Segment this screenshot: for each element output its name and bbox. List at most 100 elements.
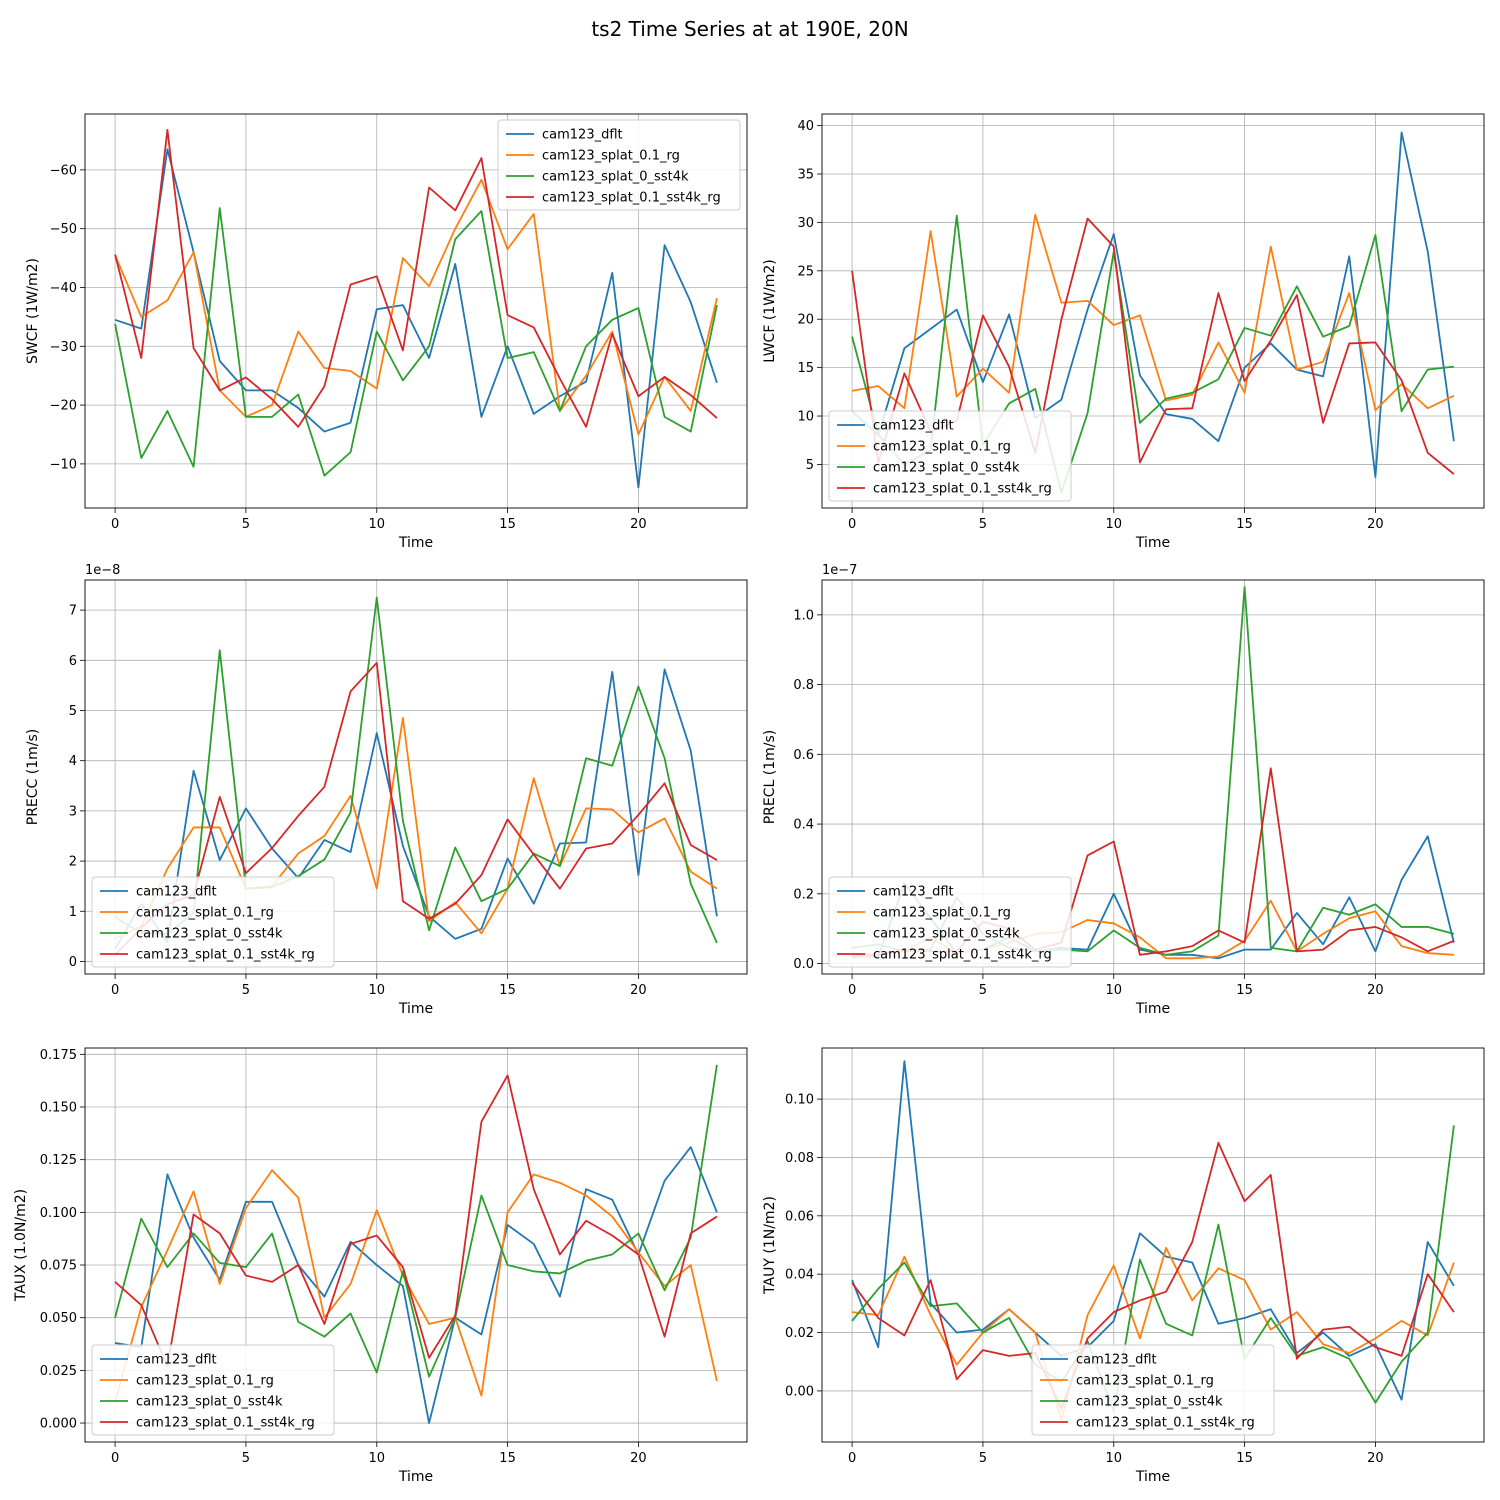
x-tick-label: 10 — [1105, 517, 1122, 532]
y-tick-label: 0.050 — [40, 1311, 77, 1326]
x-tick-label: 20 — [1367, 1451, 1384, 1466]
series-line-cam123-splat-0-1-rg — [114, 1169, 718, 1403]
legend-label-cam123-dflt: cam123_dflt — [136, 1353, 217, 1368]
y-tick-label: 1 — [69, 905, 77, 920]
series-line-cam123-splat-0-1-sst4k-rg — [114, 661, 718, 956]
subplot-precc: 0 5 10 15 20 0 1 2 3 4 5 6 7 1e−8 Time PRECC (1m/s) cam1… — [25, 563, 748, 1017]
legend-label-cam123-splat-0-sst4k: cam123_splat_0_sst4k — [136, 927, 283, 942]
legend-box — [1031, 1344, 1275, 1436]
subplot-swcf: 0 5 10 15 20 −60 −50 −40 −30 −20 −10 Time SWCF (1W/m… — [25, 113, 748, 551]
x-tick-label: 15 — [1236, 983, 1253, 998]
x-tick-label: 10 — [368, 983, 385, 998]
series-line-cam123-dflt — [114, 1146, 718, 1424]
x-tick-label: 0 — [848, 1451, 856, 1466]
legend-label-cam123-splat-0-1-sst4k-rg: cam123_splat_0.1_sst4k_rg — [1076, 1416, 1255, 1431]
x-tick-label: 0 — [111, 983, 119, 998]
y-offset-text: 1e−8 — [85, 563, 120, 578]
legend-label-cam123-splat-0-1-rg: cam123_splat_0.1_rg — [873, 440, 1011, 455]
x-tick-label: 20 — [1367, 983, 1384, 998]
axes-frame — [821, 113, 1485, 509]
legend-label-cam123-splat-0-1-rg: cam123_splat_0.1_rg — [136, 1374, 274, 1389]
x-axis-label: Time — [1135, 1469, 1170, 1485]
x-axis-label: Time — [398, 535, 433, 551]
x-tick-label: 15 — [1236, 517, 1253, 532]
y-tick-label: 0.8 — [793, 678, 814, 693]
subplot-taux: 0 5 10 15 20 0.000 0.025 0.050 0.075 0.100 0.125 0.… — [13, 1047, 748, 1485]
y-tick-label: 2 — [69, 855, 77, 870]
series-line-cam123-splat-0-sst4k — [114, 1064, 718, 1378]
legend-label-cam123-splat-0-1-rg: cam123_splat_0.1_rg — [542, 149, 680, 164]
legend: cam123_dflt cam123_splat_0.1_rg cam123_spl… — [828, 410, 1072, 502]
legend-box — [497, 119, 741, 211]
y-tick-label: 0.08 — [785, 1151, 814, 1166]
series-line-cam123-dflt — [851, 131, 1455, 478]
x-tick-label: 10 — [368, 517, 385, 532]
legend-label-cam123-splat-0-1-sst4k-rg: cam123_splat_0.1_sst4k_rg — [873, 948, 1052, 963]
legend-label-cam123-splat-0-1-rg: cam123_splat_0.1_rg — [136, 906, 274, 921]
x-tick-label: 10 — [368, 1451, 385, 1466]
x-axis-label: Time — [398, 1469, 433, 1485]
series-line-cam123-splat-0-sst4k — [851, 214, 1455, 494]
legend-box — [91, 876, 335, 968]
x-tick-label: 20 — [1367, 517, 1384, 532]
subplot-lwcf: 0 5 10 15 20 5 10 15 20 25 30 35 40 Time LWCF (1W/m2) c… — [762, 113, 1485, 551]
y-tick-label: 0.6 — [793, 748, 814, 763]
y-tick-label: 10 — [797, 410, 814, 425]
x-tick-label: 20 — [630, 517, 647, 532]
legend-label-cam123-splat-0-sst4k: cam123_splat_0_sst4k — [1076, 1395, 1223, 1410]
y-tick-label: 0.025 — [40, 1364, 77, 1379]
series-line-cam123-dflt — [114, 148, 718, 489]
legend-label-cam123-splat-0-1-rg: cam123_splat_0.1_rg — [1076, 1374, 1214, 1389]
y-tick-label: −60 — [50, 163, 77, 178]
y-tick-label: 30 — [797, 216, 814, 231]
y-tick-label: 0.02 — [785, 1326, 814, 1341]
series-line-cam123-splat-0-sst4k — [114, 596, 718, 944]
y-tick-label: 0.075 — [40, 1259, 77, 1274]
x-tick-label: 15 — [499, 1451, 516, 1466]
y-axis-label: PRECC (1m/s) — [25, 729, 41, 826]
y-tick-label: −30 — [50, 340, 77, 355]
y-axis-label: TAUY (1N/m2) — [762, 1196, 778, 1295]
y-tick-label: 0.2 — [793, 887, 814, 902]
y-axis-label: TAUX (1.0N/m2) — [13, 1189, 29, 1302]
y-tick-label: 0.175 — [40, 1048, 77, 1063]
x-tick-label: 0 — [848, 517, 856, 532]
y-tick-label: 15 — [797, 361, 814, 376]
legend-label-cam123-dflt: cam123_dflt — [136, 885, 217, 900]
legend-label-cam123-splat-0-sst4k: cam123_splat_0_sst4k — [873, 927, 1020, 942]
y-tick-label: −40 — [50, 281, 77, 296]
x-tick-label: 5 — [979, 517, 987, 532]
y-tick-label: −20 — [50, 399, 77, 414]
y-tick-label: 0.000 — [40, 1417, 77, 1432]
x-tick-label: 20 — [630, 983, 647, 998]
y-tick-label: 0 — [69, 955, 77, 970]
legend-label-cam123-splat-0-sst4k: cam123_splat_0_sst4k — [873, 461, 1020, 476]
legend-box — [828, 410, 1072, 502]
y-tick-label: 7 — [69, 604, 77, 619]
legend-label-cam123-splat-0-1-sst4k-rg: cam123_splat_0.1_sst4k_rg — [136, 1416, 315, 1431]
series-line-cam123-splat-0-sst4k — [851, 1125, 1455, 1413]
y-axis-label: SWCF (1W/m2) — [25, 258, 41, 364]
legend-label-cam123-dflt: cam123_dflt — [873, 885, 954, 900]
y-tick-label: 35 — [797, 168, 814, 183]
x-tick-label: 15 — [499, 517, 516, 532]
x-tick-label: 5 — [242, 517, 250, 532]
y-axis-label: LWCF (1W/m2) — [762, 259, 778, 363]
legend-label-cam123-splat-0-1-sst4k-rg: cam123_splat_0.1_sst4k_rg — [542, 191, 721, 206]
y-tick-label: 20 — [797, 313, 814, 328]
y-tick-label: 0.0 — [793, 957, 814, 972]
series-line-cam123-splat-0-1-rg — [114, 717, 718, 940]
y-tick-label: 5 — [69, 704, 77, 719]
x-axis-label: Time — [1135, 535, 1170, 551]
y-axis-label: PRECL (1m/s) — [762, 730, 778, 825]
y-tick-label: 4 — [69, 754, 77, 769]
axes-frame — [84, 113, 748, 509]
y-tick-label: 0.10 — [785, 1093, 814, 1108]
x-tick-label: 15 — [1236, 1451, 1253, 1466]
y-tick-label: 0.4 — [793, 818, 814, 833]
axes-frame — [821, 579, 1485, 975]
y-tick-label: 0.00 — [785, 1384, 814, 1399]
y-tick-label: 0.100 — [40, 1206, 77, 1221]
subplot-tauy: 0 5 10 15 20 0.00 0.02 0.04 0.06 0.08 0.10 Time TAUY… — [762, 1047, 1485, 1485]
